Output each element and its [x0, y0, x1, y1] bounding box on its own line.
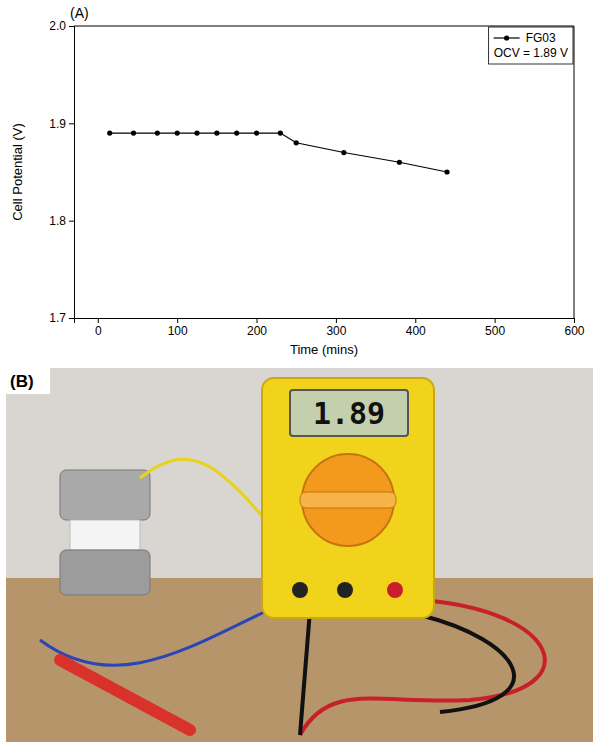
y-tick: 1.7 [49, 311, 74, 325]
y-axis-line [69, 27, 75, 319]
x-tick: 400 [406, 318, 426, 338]
x-tick: 600 [564, 318, 584, 338]
series-marker [155, 130, 160, 135]
x-tick: 300 [326, 318, 346, 338]
frame-top [74, 26, 574, 27]
x-tick-mark [415, 318, 416, 323]
x-tick-mark [98, 318, 99, 323]
x-tick-label: 400 [406, 324, 426, 338]
y-tick-mark [69, 318, 74, 319]
x-tick-label: 500 [485, 324, 505, 338]
series-marker [278, 130, 283, 135]
series-marker [397, 160, 402, 165]
y-tick-label: 1.7 [49, 311, 66, 325]
y-tick-mark [69, 123, 74, 124]
x-tick-mark [257, 318, 258, 323]
legend-marker [504, 35, 509, 40]
multimeter-body [262, 378, 434, 618]
series-marker [254, 130, 259, 135]
x-tick-mark [574, 318, 575, 323]
series-marker [341, 150, 346, 155]
y-axis-title: Cell Potential (V) [10, 123, 25, 221]
x-tick: 100 [168, 318, 188, 338]
y-tick-mark [69, 26, 74, 27]
multimeter-jack [337, 582, 353, 598]
wire-black [300, 610, 514, 735]
panel-label: (B) [10, 372, 34, 391]
legend: FG03OCV = 1.89 V [489, 27, 573, 64]
wire-blue [40, 600, 290, 665]
y-axis: 1.7 1.8 1.9 2.0 [49, 19, 74, 325]
clip-red [60, 660, 190, 730]
multimeter-jack [387, 582, 403, 598]
y-tick-label: 1.9 [49, 117, 66, 131]
x-tick-label: 200 [247, 324, 267, 338]
x-tick: 500 [485, 318, 505, 338]
x-axis: 0 100 200 300 400 500 600 [75, 318, 585, 338]
x-tick-mark [336, 318, 337, 323]
series-marker [194, 130, 199, 135]
x-tick: 200 [247, 318, 267, 338]
panel-label: (A) [70, 5, 89, 21]
frame-right [574, 26, 575, 318]
y-tick-label: 2.0 [49, 19, 66, 33]
series-line [110, 133, 447, 172]
multimeter-jack [292, 582, 308, 598]
series-marker [214, 130, 219, 135]
cell-bottom [60, 550, 150, 595]
plot-area [107, 130, 450, 174]
y-tick-mark [69, 221, 74, 222]
photo-wall [6, 368, 593, 742]
y-tick-label: 1.8 [49, 214, 66, 228]
x-tick-mark [495, 318, 496, 323]
series-marker [107, 130, 112, 135]
series-marker [444, 169, 449, 174]
legend-box [489, 27, 573, 64]
cell-top [60, 470, 150, 520]
x-tick-label: 0 [95, 324, 102, 338]
series-marker [234, 130, 239, 135]
series-marker [294, 140, 299, 145]
x-axis-line [75, 319, 575, 324]
display-reading: 1.89 [313, 396, 385, 431]
wire-red [300, 600, 545, 735]
x-tick-label: 100 [168, 324, 188, 338]
series-marker [131, 130, 136, 135]
annotation: OCV = 1.89 V [494, 46, 568, 60]
legend-label: FG03 [526, 31, 556, 45]
y-tick: 1.8 [49, 214, 74, 228]
y-tick: 2.0 [49, 19, 74, 33]
x-axis-title: Time (mins) [290, 342, 358, 357]
x-tick-mark [177, 318, 178, 323]
legend-entry: FG03 [494, 31, 556, 45]
dial-knob [300, 492, 396, 508]
x-tick-label: 600 [564, 324, 584, 338]
photo-label-bg [6, 368, 50, 394]
series-marker [175, 130, 180, 135]
x-tick: 0 [95, 318, 102, 338]
x-tick-label: 300 [326, 324, 346, 338]
cell-separator [70, 520, 140, 550]
y-tick: 1.9 [49, 117, 74, 131]
legend-note: OCV = 1.89 V [494, 46, 568, 60]
multimeter-display [290, 390, 408, 436]
photo-panel: (B) 1.89 [6, 368, 593, 742]
figure: 0 100 200 300 400 500 600 1.7 1.8 1.9 2.0 Time (min… [0, 0, 599, 747]
